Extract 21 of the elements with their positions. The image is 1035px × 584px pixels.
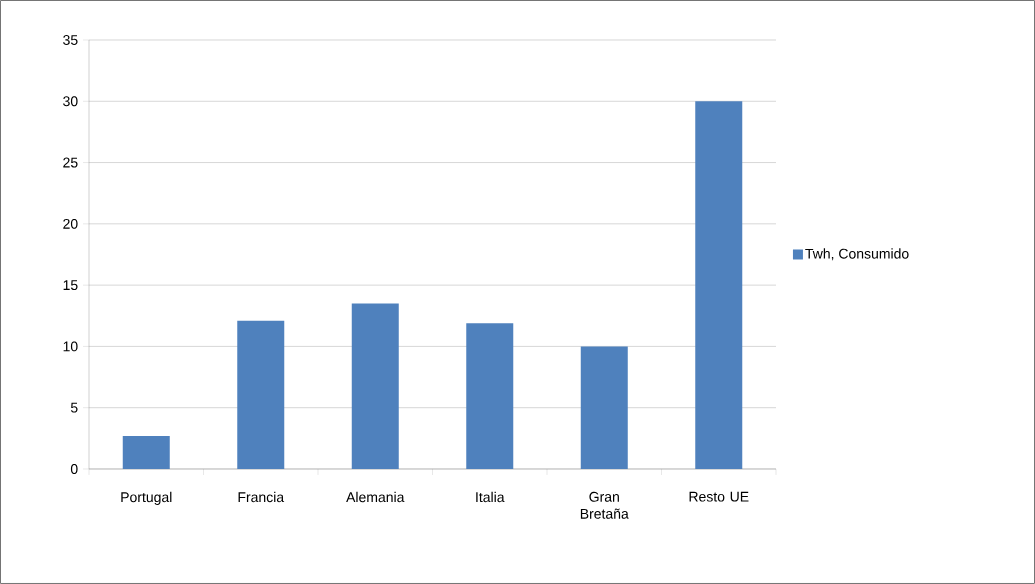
y-tick-label: 10 bbox=[63, 341, 78, 352]
y-tick-label: 35 bbox=[63, 35, 78, 45]
x-tick-label: Portugal bbox=[121, 491, 172, 505]
bar bbox=[695, 101, 743, 469]
y-tick-label: 15 bbox=[63, 280, 78, 291]
bar bbox=[237, 320, 285, 469]
y-tick-label: 0 bbox=[70, 464, 78, 474]
bar bbox=[122, 435, 170, 469]
y-tick-label: 30 bbox=[63, 96, 78, 107]
y-tick-label: 20 bbox=[63, 218, 78, 229]
x-tick-label: Francia bbox=[238, 491, 285, 503]
legend-label: Twh, Consumido bbox=[805, 248, 909, 261]
x-tick-label: Alemania bbox=[346, 491, 405, 503]
x-tick-label: Gran Bretaña bbox=[580, 491, 629, 519]
bar bbox=[580, 346, 628, 469]
y-tick-label: 25 bbox=[63, 157, 78, 168]
y-tick-label: 5 bbox=[70, 402, 78, 413]
x-tick-label: Resto UE bbox=[689, 491, 749, 502]
bar bbox=[351, 303, 399, 469]
x-tick-label: Italia bbox=[476, 491, 505, 503]
bar bbox=[466, 323, 514, 469]
